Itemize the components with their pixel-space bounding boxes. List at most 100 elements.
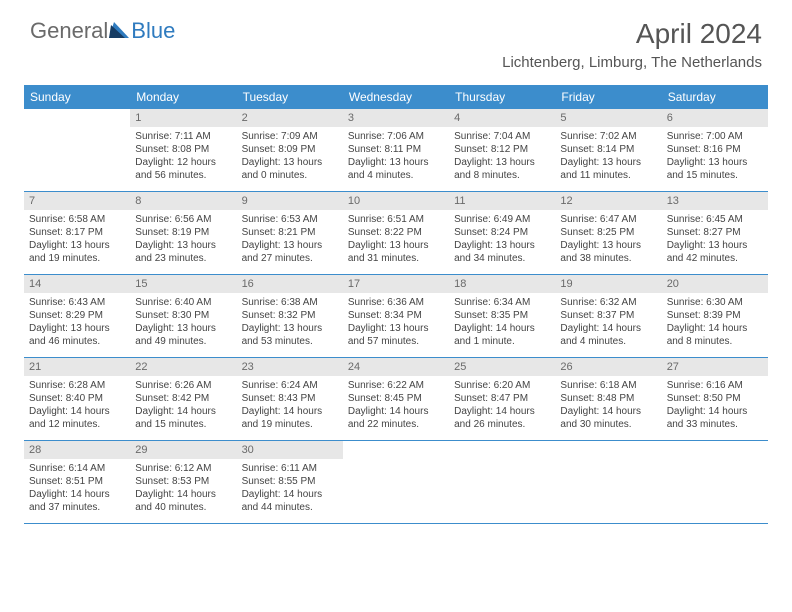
day-sun-data: Sunrise: 6:32 AMSunset: 8:37 PMDaylight:… [555,293,661,353]
calendar-day-cell: 5Sunrise: 7:02 AMSunset: 8:14 PMDaylight… [555,109,661,191]
sunrise-text: Sunrise: 6:58 AM [29,213,125,226]
daylight-text: Daylight: 14 hours and 15 minutes. [135,405,231,431]
day-number: 7 [24,192,130,210]
day-sun-data: Sunrise: 6:56 AMSunset: 8:19 PMDaylight:… [130,210,236,270]
day-sun-data: Sunrise: 7:09 AMSunset: 8:09 PMDaylight:… [237,127,343,187]
sunrise-text: Sunrise: 7:06 AM [348,130,444,143]
daylight-text: Daylight: 13 hours and 53 minutes. [242,322,338,348]
daylight-text: Daylight: 12 hours and 56 minutes. [135,156,231,182]
day-number: 21 [24,358,130,376]
sunset-text: Sunset: 8:29 PM [29,309,125,322]
page-header: General Blue April 2024 Lichtenberg, Lim… [0,0,792,79]
sunrise-text: Sunrise: 6:22 AM [348,379,444,392]
daylight-text: Daylight: 13 hours and 46 minutes. [29,322,125,348]
calendar-day-cell: 16Sunrise: 6:38 AMSunset: 8:32 PMDayligh… [237,275,343,357]
day-number: 5 [555,109,661,127]
daylight-text: Daylight: 13 hours and 23 minutes. [135,239,231,265]
sunset-text: Sunset: 8:24 PM [454,226,550,239]
day-sun-data: Sunrise: 6:49 AMSunset: 8:24 PMDaylight:… [449,210,555,270]
day-sun-data: Sunrise: 6:20 AMSunset: 8:47 PMDaylight:… [449,376,555,436]
sunrise-text: Sunrise: 7:00 AM [667,130,763,143]
sunset-text: Sunset: 8:45 PM [348,392,444,405]
day-sun-data: Sunrise: 7:11 AMSunset: 8:08 PMDaylight:… [130,127,236,187]
calendar-day-cell: 10Sunrise: 6:51 AMSunset: 8:22 PMDayligh… [343,192,449,274]
weekday-header: Monday [130,85,236,109]
daylight-text: Daylight: 13 hours and 15 minutes. [667,156,763,182]
daylight-text: Daylight: 14 hours and 44 minutes. [242,488,338,514]
sunrise-text: Sunrise: 6:20 AM [454,379,550,392]
sunrise-text: Sunrise: 6:49 AM [454,213,550,226]
daylight-text: Daylight: 14 hours and 26 minutes. [454,405,550,431]
calendar-day-cell: 19Sunrise: 6:32 AMSunset: 8:37 PMDayligh… [555,275,661,357]
sunrise-text: Sunrise: 7:11 AM [135,130,231,143]
weekday-header: Saturday [662,85,768,109]
calendar-day-cell [449,441,555,523]
daylight-text: Daylight: 14 hours and 12 minutes. [29,405,125,431]
calendar-day-cell: 18Sunrise: 6:34 AMSunset: 8:35 PMDayligh… [449,275,555,357]
location-text: Lichtenberg, Limburg, The Netherlands [502,54,762,71]
sunrise-text: Sunrise: 6:36 AM [348,296,444,309]
day-number: 1 [130,109,236,127]
sunset-text: Sunset: 8:19 PM [135,226,231,239]
calendar-day-cell: 17Sunrise: 6:36 AMSunset: 8:34 PMDayligh… [343,275,449,357]
calendar-day-cell: 2Sunrise: 7:09 AMSunset: 8:09 PMDaylight… [237,109,343,191]
daylight-text: Daylight: 14 hours and 30 minutes. [560,405,656,431]
day-number: 16 [237,275,343,293]
calendar-week-row: 21Sunrise: 6:28 AMSunset: 8:40 PMDayligh… [24,358,768,441]
sunset-text: Sunset: 8:17 PM [29,226,125,239]
sunset-text: Sunset: 8:09 PM [242,143,338,156]
daylight-text: Daylight: 14 hours and 22 minutes. [348,405,444,431]
weekday-header-row: Sunday Monday Tuesday Wednesday Thursday… [24,85,768,109]
sunrise-text: Sunrise: 6:53 AM [242,213,338,226]
day-sun-data: Sunrise: 6:51 AMSunset: 8:22 PMDaylight:… [343,210,449,270]
sunset-text: Sunset: 8:37 PM [560,309,656,322]
calendar-day-cell: 27Sunrise: 6:16 AMSunset: 8:50 PMDayligh… [662,358,768,440]
month-title: April 2024 [502,18,762,50]
day-sun-data: Sunrise: 6:47 AMSunset: 8:25 PMDaylight:… [555,210,661,270]
daylight-text: Daylight: 13 hours and 57 minutes. [348,322,444,348]
daylight-text: Daylight: 13 hours and 4 minutes. [348,156,444,182]
day-number: 24 [343,358,449,376]
daylight-text: Daylight: 13 hours and 49 minutes. [135,322,231,348]
day-sun-data: Sunrise: 6:14 AMSunset: 8:51 PMDaylight:… [24,459,130,519]
calendar-day-cell: 12Sunrise: 6:47 AMSunset: 8:25 PMDayligh… [555,192,661,274]
day-number: 3 [343,109,449,127]
daylight-text: Daylight: 13 hours and 27 minutes. [242,239,338,265]
sunset-text: Sunset: 8:39 PM [667,309,763,322]
sunset-text: Sunset: 8:51 PM [29,475,125,488]
daylight-text: Daylight: 14 hours and 4 minutes. [560,322,656,348]
day-number: 4 [449,109,555,127]
weekday-header: Wednesday [343,85,449,109]
calendar-day-cell: 25Sunrise: 6:20 AMSunset: 8:47 PMDayligh… [449,358,555,440]
sunrise-text: Sunrise: 7:09 AM [242,130,338,143]
daylight-text: Daylight: 14 hours and 19 minutes. [242,405,338,431]
daylight-text: Daylight: 13 hours and 0 minutes. [242,156,338,182]
day-number: 29 [130,441,236,459]
day-number: 17 [343,275,449,293]
day-number: 22 [130,358,236,376]
calendar-day-cell [343,441,449,523]
daylight-text: Daylight: 13 hours and 42 minutes. [667,239,763,265]
day-number: 27 [662,358,768,376]
sunset-text: Sunset: 8:12 PM [454,143,550,156]
day-number: 11 [449,192,555,210]
day-sun-data: Sunrise: 6:18 AMSunset: 8:48 PMDaylight:… [555,376,661,436]
day-sun-data: Sunrise: 7:02 AMSunset: 8:14 PMDaylight:… [555,127,661,187]
day-number: 13 [662,192,768,210]
day-number: 2 [237,109,343,127]
day-number: 19 [555,275,661,293]
daylight-text: Daylight: 13 hours and 38 minutes. [560,239,656,265]
day-number: 30 [237,441,343,459]
day-number: 23 [237,358,343,376]
sunrise-text: Sunrise: 7:02 AM [560,130,656,143]
sunrise-text: Sunrise: 6:51 AM [348,213,444,226]
sunset-text: Sunset: 8:08 PM [135,143,231,156]
sunrise-text: Sunrise: 6:11 AM [242,462,338,475]
day-sun-data: Sunrise: 6:43 AMSunset: 8:29 PMDaylight:… [24,293,130,353]
day-number: 26 [555,358,661,376]
sunrise-text: Sunrise: 6:26 AM [135,379,231,392]
sunrise-text: Sunrise: 7:04 AM [454,130,550,143]
calendar-day-cell: 8Sunrise: 6:56 AMSunset: 8:19 PMDaylight… [130,192,236,274]
calendar-week-row: 7 Sunrise: 6:58 AMSunset: 8:17 PM Daylight… [24,192,768,275]
calendar-day-cell: 7Sunrise: 6:58 AMSunset: 8:17 PMDaylight… [24,192,130,274]
